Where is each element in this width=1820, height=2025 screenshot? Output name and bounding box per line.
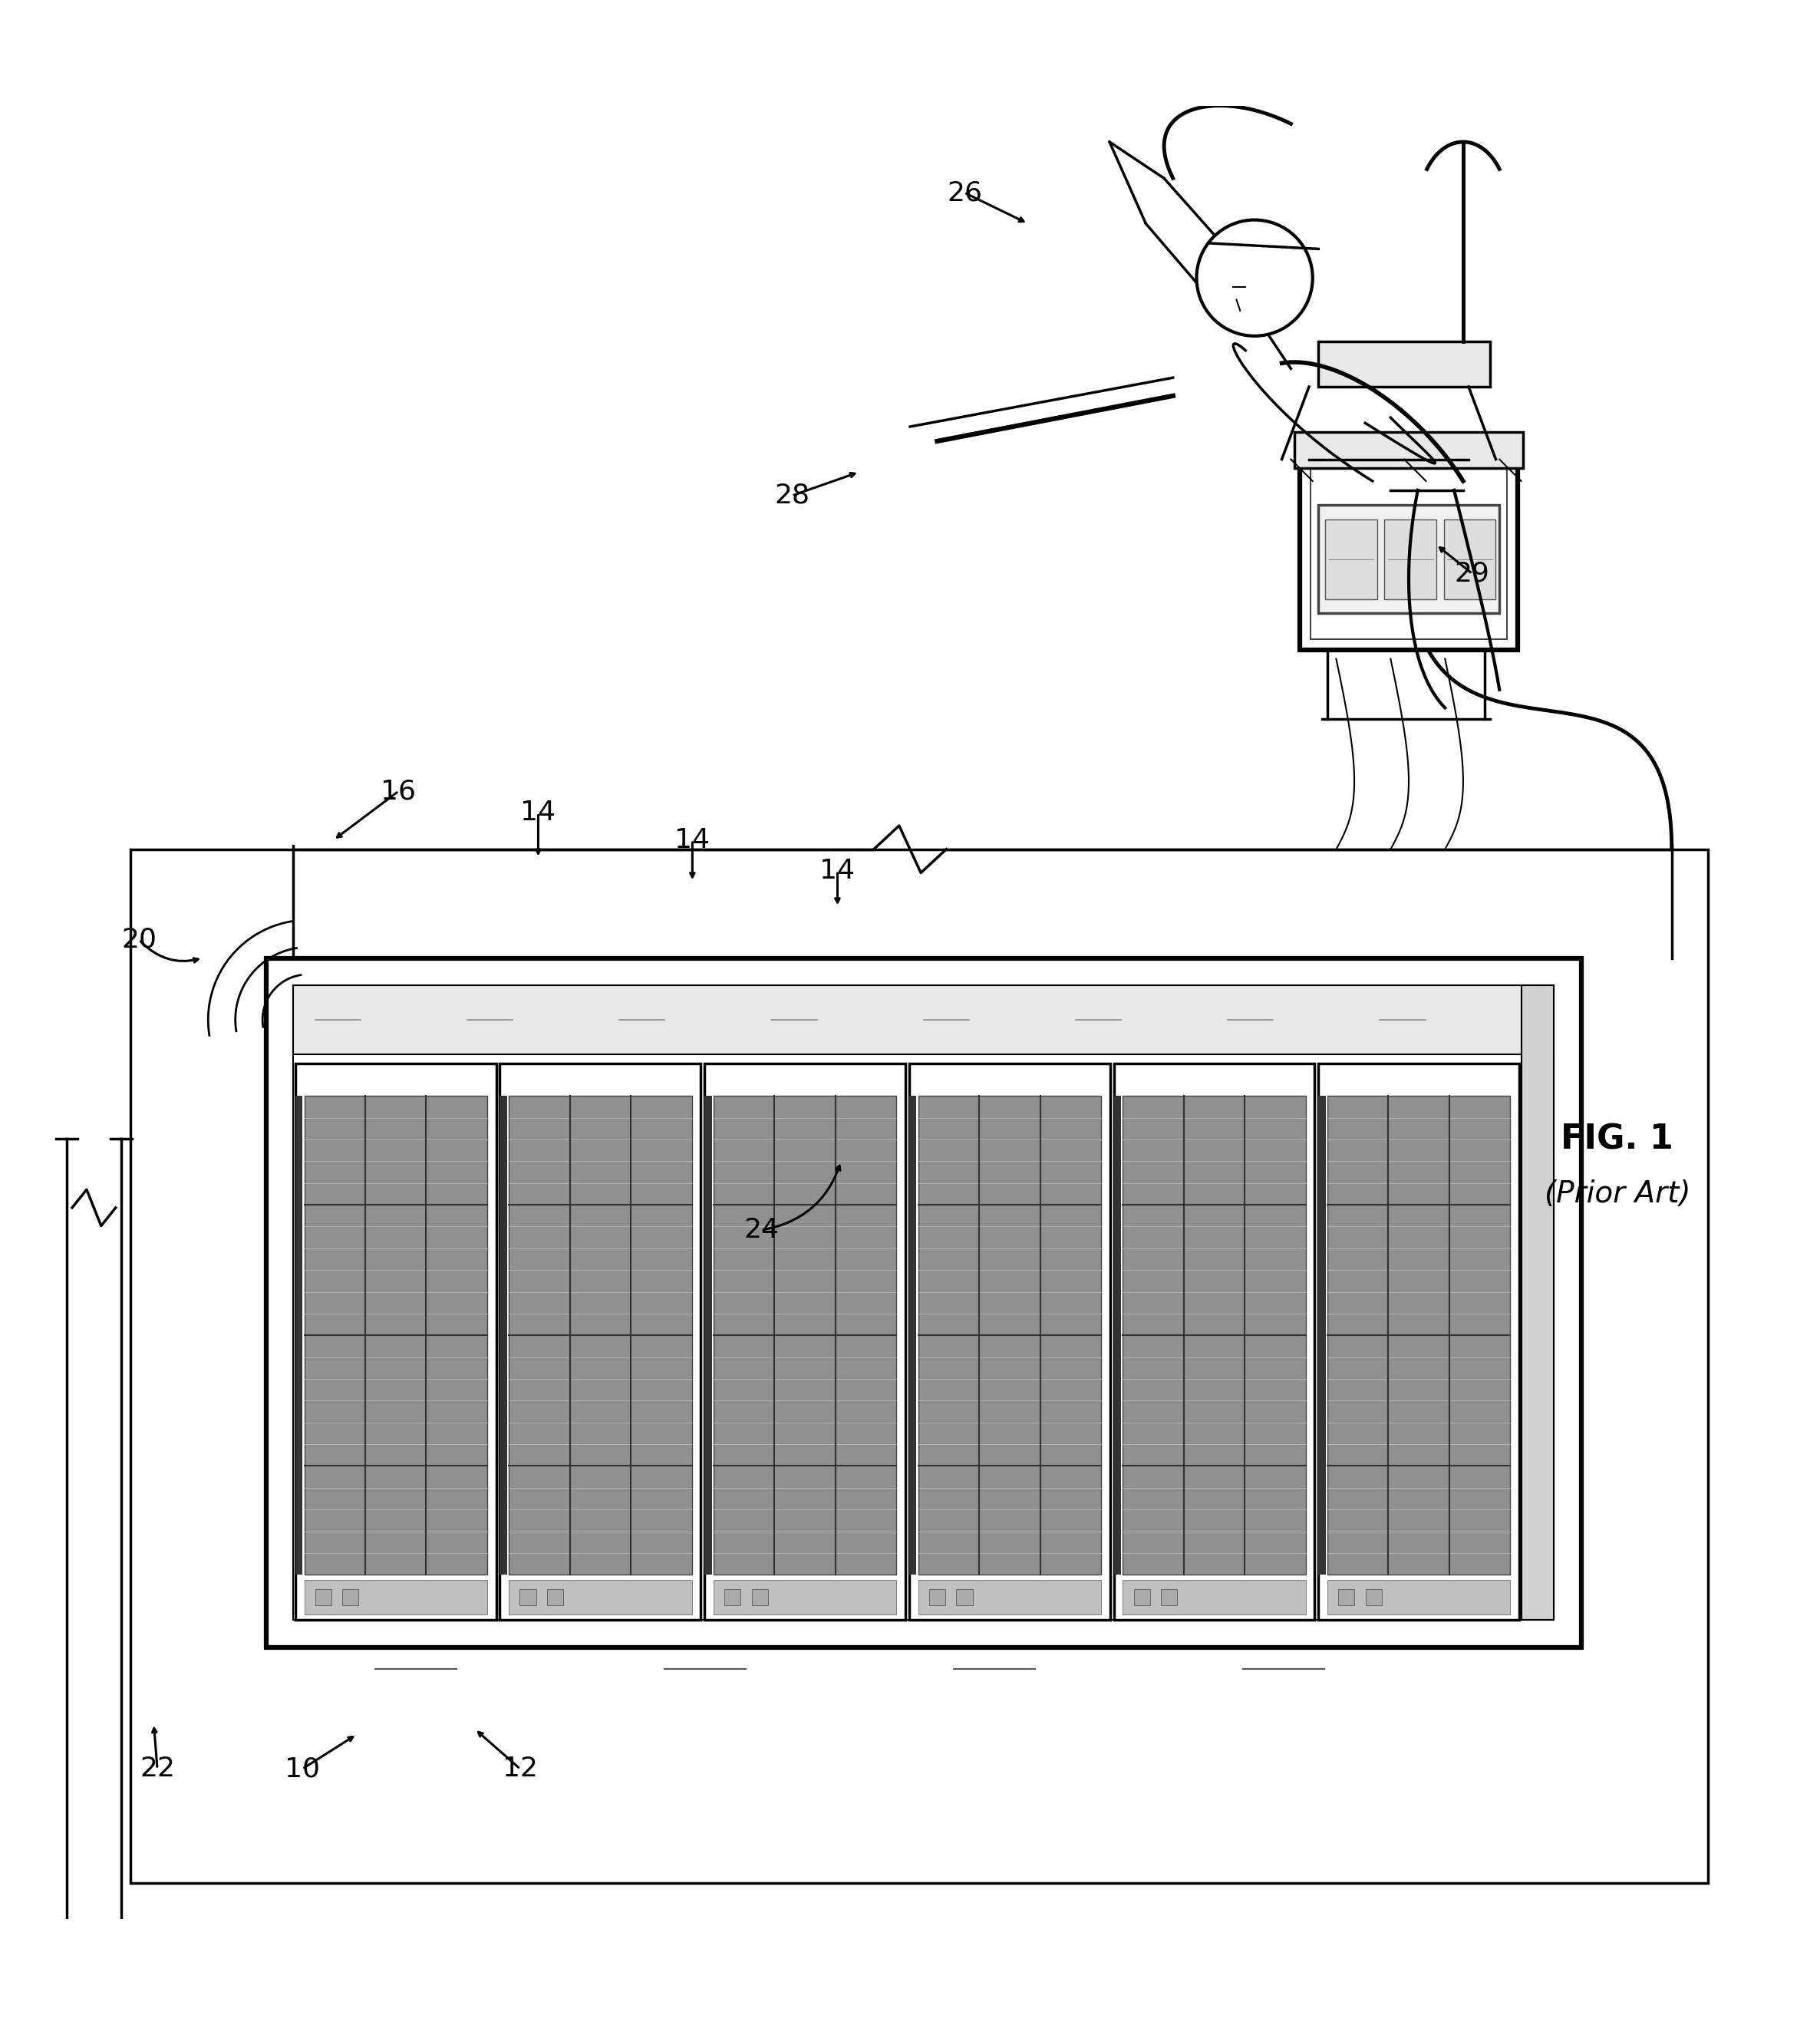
Bar (1318, 342, 1491, 387)
Bar (304, 1096, 488, 1575)
Bar (724, 1590, 741, 1606)
Bar (1318, 1063, 1520, 1620)
Bar (548, 1590, 564, 1606)
Bar (501, 1096, 508, 1575)
Text: 26: 26 (946, 180, 983, 207)
Text: 16: 16 (380, 778, 417, 804)
Bar (1123, 1580, 1305, 1614)
Bar (315, 1590, 331, 1606)
Text: 14: 14 (521, 800, 555, 826)
Circle shape (1196, 221, 1312, 336)
Bar (1443, 518, 1496, 599)
Bar (501, 1063, 701, 1620)
Bar (342, 1590, 359, 1606)
Text: 14: 14 (675, 826, 710, 853)
Bar (910, 1063, 1110, 1620)
Text: FIG. 1: FIG. 1 (1562, 1124, 1674, 1156)
Text: 29: 29 (1454, 561, 1491, 587)
Bar (1114, 1063, 1314, 1620)
Bar (704, 1063, 906, 1620)
Bar (304, 1580, 488, 1614)
Bar (1385, 518, 1436, 599)
Bar (266, 958, 1582, 1646)
Bar (293, 986, 1554, 1055)
Text: (Prior Art): (Prior Art) (1543, 1179, 1691, 1209)
Bar (917, 1580, 1101, 1614)
Bar (955, 1590, 972, 1606)
Bar (752, 1590, 768, 1606)
Bar (1522, 986, 1554, 1620)
Bar (293, 986, 1554, 1620)
Bar (713, 1580, 897, 1614)
Bar (1327, 1096, 1511, 1575)
Bar (1338, 1590, 1354, 1606)
Bar (910, 1096, 915, 1575)
Bar (1161, 1590, 1178, 1606)
Bar (1310, 452, 1507, 638)
Bar (917, 1096, 1101, 1575)
Bar (704, 1096, 712, 1575)
Bar (713, 1096, 897, 1575)
Bar (295, 1063, 497, 1620)
Bar (510, 1096, 692, 1575)
Text: 24: 24 (744, 1217, 779, 1243)
Bar (131, 848, 1707, 1883)
Bar (1294, 431, 1523, 468)
Text: 20: 20 (122, 927, 157, 954)
Bar (1318, 504, 1500, 614)
Bar (510, 1580, 692, 1614)
Bar (1325, 518, 1378, 599)
Bar (928, 1590, 945, 1606)
Text: 12: 12 (502, 1756, 537, 1782)
Bar (295, 1096, 302, 1575)
Bar (1365, 1590, 1381, 1606)
Text: 28: 28 (775, 482, 810, 508)
Bar (1134, 1590, 1150, 1606)
Text: 22: 22 (140, 1756, 175, 1782)
Bar (1318, 1096, 1325, 1575)
Text: 10: 10 (284, 1756, 320, 1782)
Bar (1114, 1096, 1121, 1575)
Bar (1123, 1096, 1305, 1575)
Bar (1327, 1580, 1511, 1614)
Bar (1299, 441, 1518, 650)
Bar (521, 1590, 537, 1606)
Text: 14: 14 (819, 859, 855, 885)
